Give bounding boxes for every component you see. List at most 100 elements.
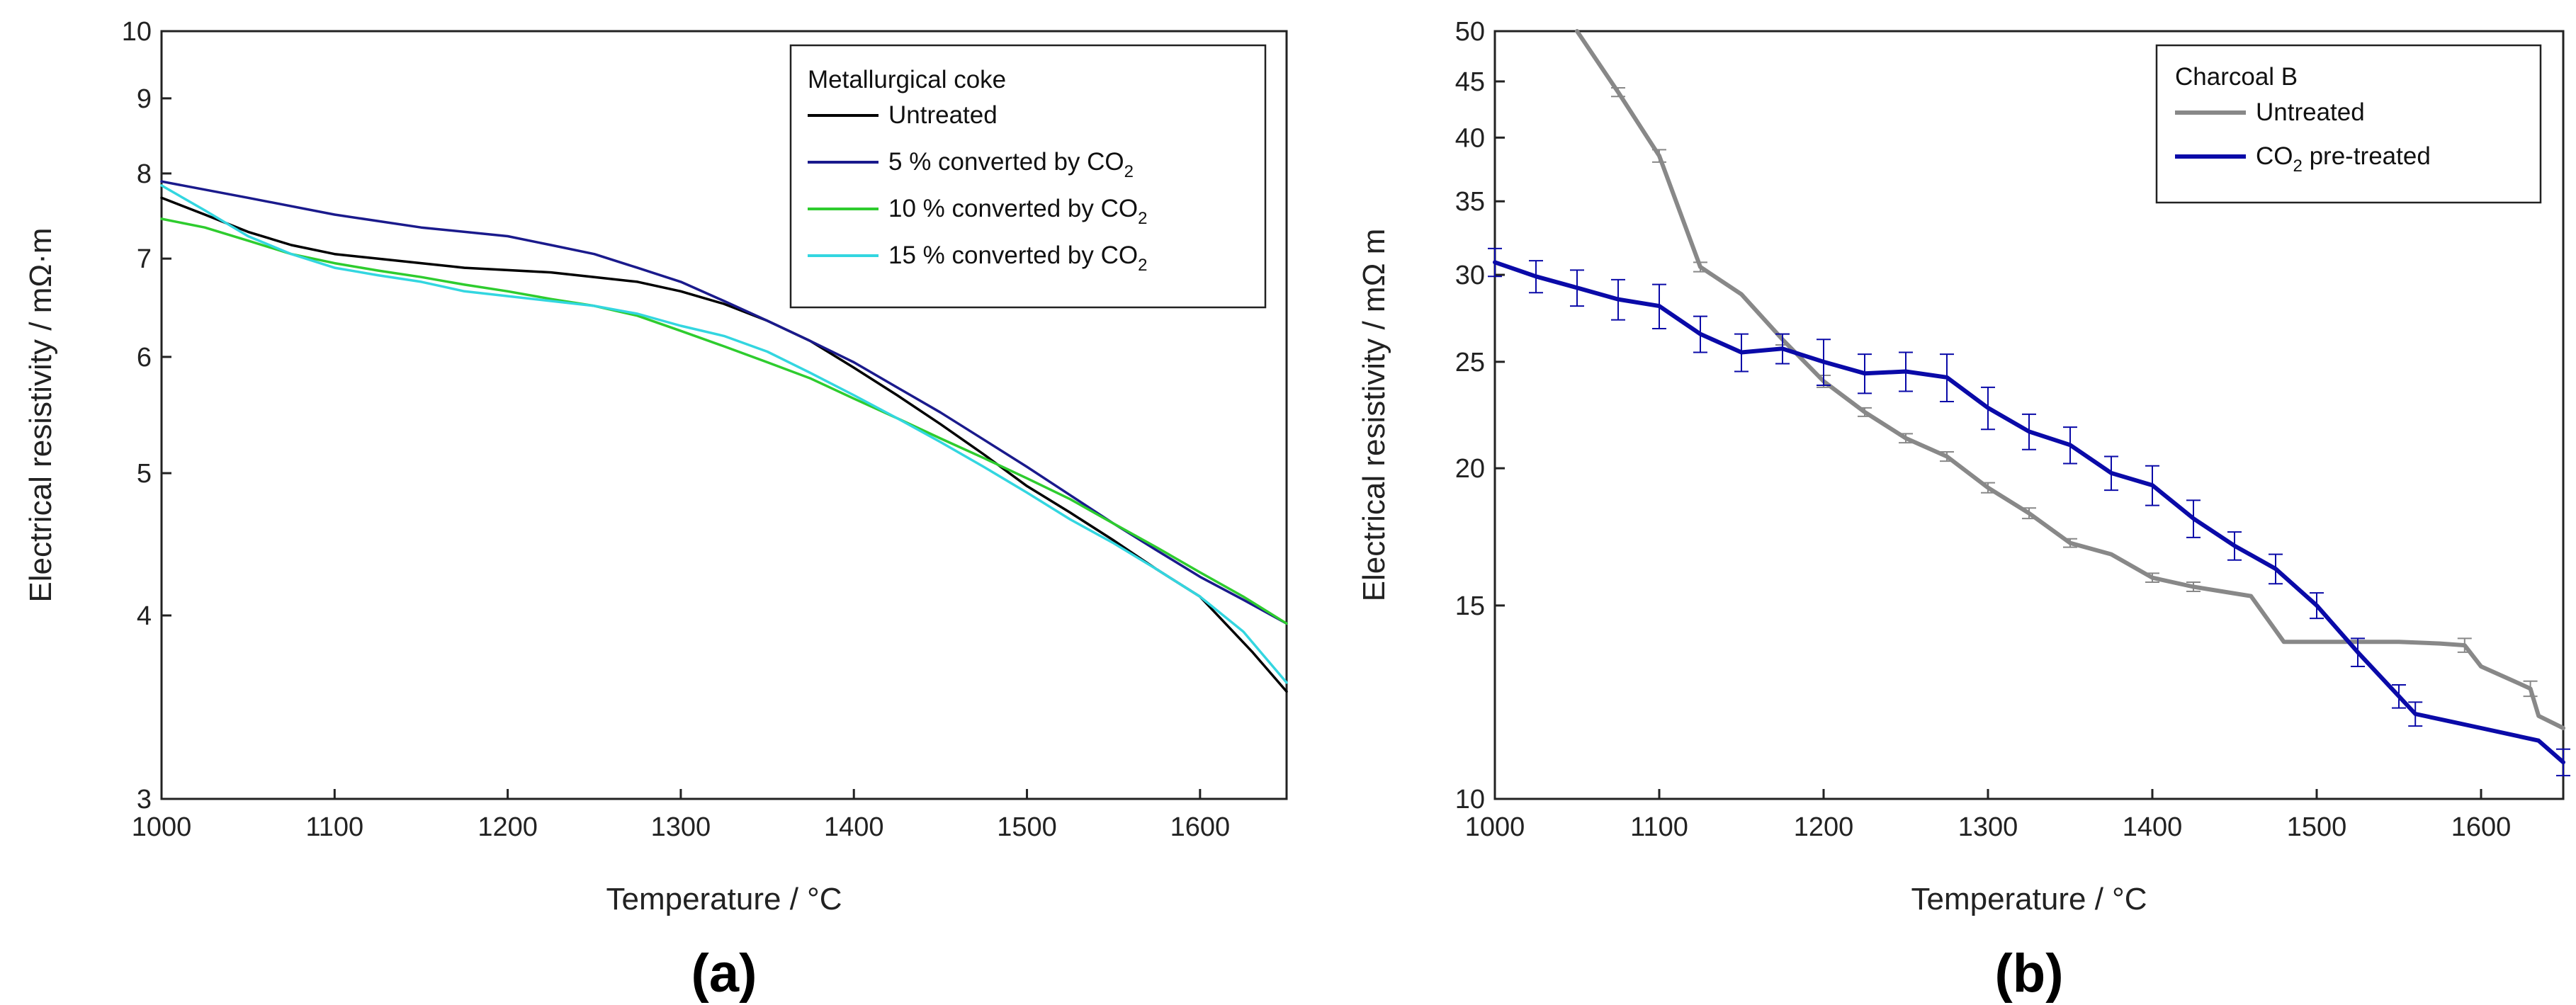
legend-label-main: Untreated xyxy=(2256,98,2365,126)
error-bar xyxy=(2104,455,2118,492)
x-tick-label: 1500 xyxy=(2287,812,2347,842)
y-tick-label: 7 xyxy=(137,244,152,274)
x-tick-label: 1300 xyxy=(1958,812,2018,842)
error-bar xyxy=(2457,637,2472,653)
legend-label-a-4: 15 % converted by CO2 xyxy=(888,242,1147,275)
x-tick-label: 1200 xyxy=(1794,812,1854,842)
error-bar xyxy=(1611,278,1625,321)
error-bar xyxy=(2408,701,2423,727)
legend-label-main: 5 % converted by CO xyxy=(888,148,1124,176)
legend-box-a xyxy=(789,44,1267,309)
legend-label-b-2: CO2 pre-treated xyxy=(2256,142,2431,176)
error-bar xyxy=(1940,450,1954,462)
error-bar xyxy=(1652,149,1666,163)
error-bar xyxy=(2022,413,2036,450)
legend-label-a-3: 10 % converted by CO2 xyxy=(888,195,1147,228)
x-tick-label: 1400 xyxy=(2123,812,2183,842)
error-bar xyxy=(1488,247,1502,278)
x-tick-label: 1100 xyxy=(1630,812,1688,842)
error-bar xyxy=(1981,386,1995,431)
error-bar xyxy=(1940,353,1954,403)
ticks-b: 1000 1100 1200 1300 1400 1500 1600 10 15 20 25 30 35… xyxy=(1455,17,2512,842)
error-bar xyxy=(1570,269,1584,307)
error-bar xyxy=(2310,592,2324,620)
legend-label-main: CO xyxy=(2256,142,2293,170)
error-bar xyxy=(1899,433,1913,444)
legend-b: Charcoal B Untreated CO2 pre-treated xyxy=(2155,44,2542,204)
legend-label-tail: pre-treated xyxy=(2303,142,2431,170)
error-bar xyxy=(1817,339,1831,386)
y-tick-label: 9 xyxy=(137,84,152,114)
error-bar xyxy=(1899,351,1913,392)
y-tick-label: 50 xyxy=(1455,17,1485,47)
error-bar xyxy=(1693,261,1707,273)
error-bar xyxy=(2392,684,2406,709)
x-tick-label: 1100 xyxy=(305,812,363,842)
legend-label-subscript: 2 xyxy=(2293,157,2303,176)
error-bar xyxy=(1775,333,1790,365)
y-axis-title-a: Electrical resistivity / mΩ·m xyxy=(23,227,58,602)
legend-label-main: 10 % converted by CO xyxy=(888,195,1138,222)
error-bar xyxy=(1611,87,1625,98)
x-tick-label: 1300 xyxy=(651,812,711,842)
series-line-a-3 xyxy=(160,217,1288,625)
ticks-a: 1000 1100 1200 1300 1400 1500 1600 3 4 5 6 7 8 9 10 xyxy=(122,17,1230,842)
legend-label-a-1: Untreated xyxy=(888,101,998,129)
plot-area-b xyxy=(1493,30,2565,800)
error-bar xyxy=(1981,482,1995,494)
y-tick-label: 30 xyxy=(1455,261,1485,290)
y-tick-label: 25 xyxy=(1455,348,1485,377)
y-tick-label: 6 xyxy=(137,343,152,373)
error-bar xyxy=(2523,680,2538,698)
y-tick-label: 4 xyxy=(137,601,152,631)
chart-panel-b: 1000 1100 1200 1300 1400 1500 1600 10 15 20 25 30 35… xyxy=(1357,17,2570,1004)
legend-title-a: Metallurgical coke xyxy=(808,66,1006,93)
error-bar xyxy=(2022,507,2036,520)
error-bar xyxy=(1693,315,1707,353)
legend-label-a-2: 5 % converted by CO2 xyxy=(888,148,1134,181)
series-line-a-4 xyxy=(160,184,1288,684)
panel-label-a: (a) xyxy=(691,943,757,1004)
error-bar xyxy=(2227,531,2242,561)
legend-title-b: Charcoal B xyxy=(2175,63,2298,91)
series-line-b-1 xyxy=(1575,29,2565,730)
x-tick-label: 1200 xyxy=(478,812,538,842)
error-bar xyxy=(2063,538,2077,548)
error-bar xyxy=(1858,353,1872,394)
x-axis-title-a: Temperature / °C xyxy=(606,882,842,916)
x-tick-label: 1500 xyxy=(997,812,1057,842)
legend-label-main: 15 % converted by CO xyxy=(888,242,1138,269)
error-bar xyxy=(2556,748,2570,777)
y-axis-title-b: Electrical resistivity / mΩ m xyxy=(1357,229,1391,602)
x-tick-label: 1400 xyxy=(824,812,884,842)
legend-label-b-1: Untreated xyxy=(2256,98,2365,126)
error-bar xyxy=(1734,333,1749,373)
chart-panel-a: 1000 1100 1200 1300 1400 1500 1600 3 4 5 6 7 8 9 10 Te… xyxy=(23,17,1288,1004)
y-tick-label: 3 xyxy=(137,785,152,814)
legend-label-main: Untreated xyxy=(888,101,998,129)
plot-area-a xyxy=(160,30,1288,800)
y-tick-label: 40 xyxy=(1455,123,1485,153)
error-bar xyxy=(2351,637,2365,668)
y-tick-label: 20 xyxy=(1455,454,1485,484)
error-bar xyxy=(2269,553,2283,585)
x-tick-label: 1600 xyxy=(2451,812,2512,842)
legend-a: Metallurgical coke Untreated 5 % converte… xyxy=(789,44,1267,309)
error-bar xyxy=(1529,260,1543,294)
y-tick-label: 35 xyxy=(1455,187,1485,217)
error-bar xyxy=(2063,426,2077,465)
x-tick-label: 1600 xyxy=(1170,812,1231,842)
error-bar xyxy=(2186,499,2201,538)
error-bar xyxy=(2145,572,2159,584)
y-tick-label: 5 xyxy=(137,459,152,489)
y-tick-label: 10 xyxy=(122,17,152,47)
legend-label-subscript: 2 xyxy=(1124,162,1134,181)
y-tick-label: 15 xyxy=(1455,591,1485,621)
x-axis-title-b: Temperature / °C xyxy=(1911,882,2147,916)
error-bar xyxy=(2145,465,2159,506)
error-bar xyxy=(2186,581,2201,592)
panel-label-b: (b) xyxy=(1994,943,2063,1004)
legend-box-b xyxy=(2155,44,2542,204)
series-lines-a xyxy=(160,180,1288,693)
